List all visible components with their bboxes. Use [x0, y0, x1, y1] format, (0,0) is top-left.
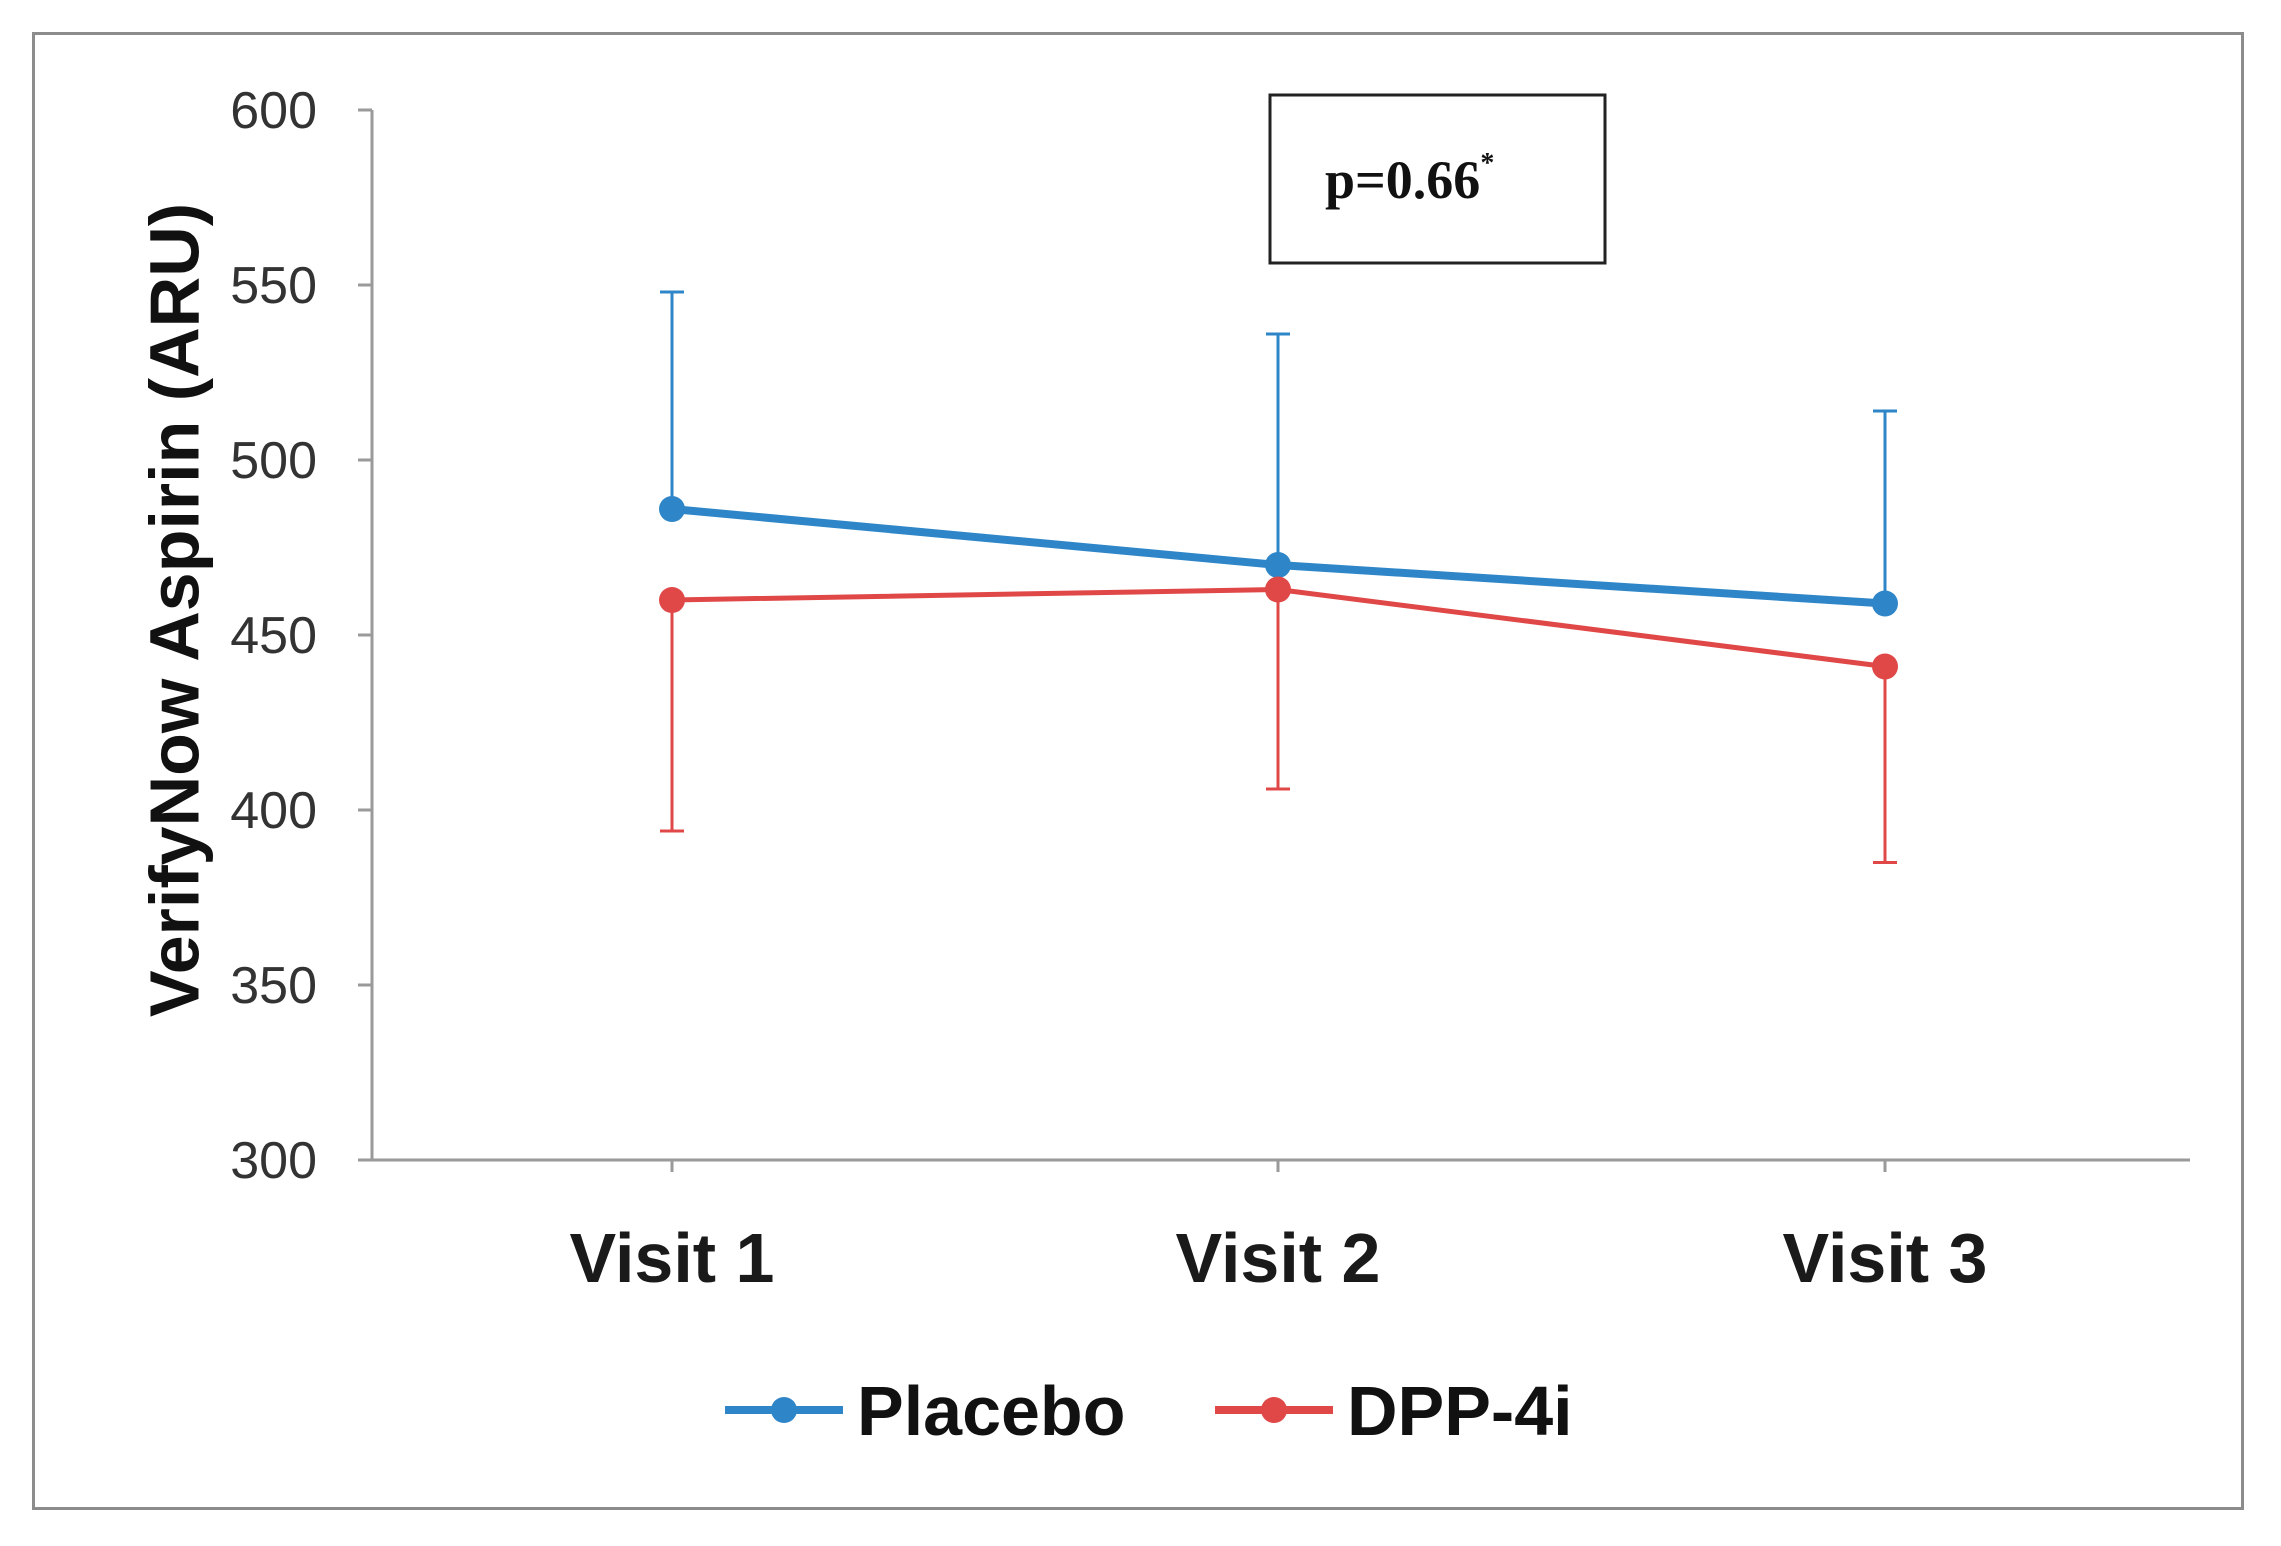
- p-value-annotation: p=0.66*: [1268, 93, 1607, 265]
- figure-frame: [32, 32, 2244, 1510]
- data-point: [659, 587, 685, 613]
- legend-label: Placebo: [857, 1372, 1125, 1450]
- data-point: [659, 496, 685, 522]
- axes: [370, 110, 2190, 1162]
- x-tick-label: Visit 3: [1783, 1219, 1988, 1297]
- y-tick-label: 400: [230, 782, 317, 840]
- x-tick-label: Visit 2: [1176, 1219, 1381, 1297]
- data-point: [1872, 653, 1898, 680]
- legend-swatch-marker: [1261, 1397, 1287, 1423]
- data-point: [1265, 576, 1291, 603]
- legend-label: DPP-4i: [1347, 1372, 1573, 1450]
- y-tick-label: 450: [230, 607, 317, 665]
- y-tick-label: 600: [230, 82, 317, 140]
- y-tick-label: 350: [230, 957, 317, 1015]
- legend: Placebo DPP-4i: [725, 1372, 1573, 1450]
- data-series: [659, 496, 1898, 680]
- y-axis-ticks: 300 350 400 450 500 550 600: [230, 82, 372, 1190]
- annotation-text: p=0.66*: [1325, 148, 1494, 210]
- annotation-box: [1268, 93, 1607, 265]
- y-tick-label: 500: [230, 432, 317, 490]
- data-point: [1265, 552, 1291, 578]
- error-bars: [660, 290, 1897, 864]
- y-tick-label: 300: [230, 1132, 317, 1190]
- x-tick-label: Visit 1: [570, 1219, 775, 1297]
- x-axis-ticks: Visit 1 Visit 2 Visit 3: [570, 1160, 1988, 1297]
- annotation-superscript: *: [1480, 148, 1494, 179]
- y-tick-label: 550: [230, 257, 317, 315]
- y-axis-label: VerifyNow Aspirin (ARU): [135, 203, 213, 1017]
- legend-swatch-marker: [771, 1397, 797, 1423]
- data-point: [1872, 590, 1898, 617]
- annotation-value: p=0.66: [1325, 150, 1480, 210]
